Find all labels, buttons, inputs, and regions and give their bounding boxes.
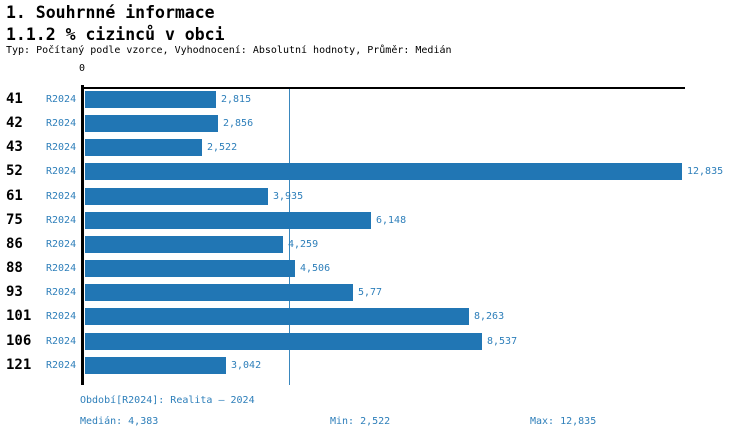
bar-row: 88 R2024 4,506 xyxy=(0,260,750,278)
value-bar xyxy=(85,332,482,350)
row-series-label: R2024 xyxy=(46,238,77,250)
indicator-subtitle: Typ: Počítaný podle vzorce, Vyhodnocení:… xyxy=(6,45,452,56)
report-title: 1. Souhrnné informace xyxy=(6,3,215,22)
bar-row: 121 R2024 3,042 xyxy=(0,356,750,374)
bar-value-label: 8,263 xyxy=(474,311,505,323)
row-series-label: R2024 xyxy=(46,190,77,202)
row-category-label: 61 xyxy=(6,187,23,204)
bar-row: 106 R2024 8,537 xyxy=(0,332,750,350)
bar-row: 86 R2024 4,259 xyxy=(0,235,750,253)
bar-value-label: 3,042 xyxy=(231,359,262,371)
footer-period-label: Období[R2024]: Realita – 2024 xyxy=(80,395,255,406)
y-axis-line xyxy=(81,85,84,385)
row-category-label: 43 xyxy=(6,139,23,156)
bar-row: 42 R2024 2,856 xyxy=(0,115,750,133)
row-series-label: R2024 xyxy=(46,166,77,178)
bar-value-label: 2,856 xyxy=(223,118,254,130)
row-series-label: R2024 xyxy=(46,335,77,347)
row-category-label: 88 xyxy=(6,260,23,277)
row-category-label: 106 xyxy=(6,332,32,349)
value-bar xyxy=(85,211,371,229)
bar-value-label: 4,506 xyxy=(300,263,331,275)
row-category-label: 86 xyxy=(6,235,23,252)
bar-value-label: 5,77 xyxy=(358,287,383,299)
x-axis-zero-tick-label: 0 xyxy=(79,63,86,74)
x-axis-line xyxy=(84,87,685,89)
indicator-title: 1.1.2 % cizinců v obci xyxy=(6,25,225,44)
value-bar xyxy=(85,260,295,278)
bar-row: 93 R2024 5,77 xyxy=(0,284,750,302)
row-category-label: 41 xyxy=(6,91,23,107)
row-category-label: 101 xyxy=(6,308,32,325)
value-bar xyxy=(85,284,353,302)
bar-value-label: 2,815 xyxy=(221,94,252,105)
row-category-label: 121 xyxy=(6,356,32,373)
row-series-label: R2024 xyxy=(46,359,77,371)
footer-median-label: Medián: 4,383 xyxy=(80,416,159,427)
row-series-label: R2024 xyxy=(46,214,77,226)
row-category-label: 75 xyxy=(6,211,23,228)
row-series-label: R2024 xyxy=(46,287,77,299)
bar-row: 52 R2024 12,835 xyxy=(0,163,750,181)
bar-value-label: 3,935 xyxy=(273,190,304,202)
bar-value-label: 12,835 xyxy=(687,166,724,178)
median-reference-line xyxy=(289,89,290,385)
row-category-label: 93 xyxy=(6,284,23,301)
row-category-label: 42 xyxy=(6,115,23,132)
footer-min-label: Min: 2,522 xyxy=(330,416,391,427)
bar-row: 41 R2024 2,815 xyxy=(0,91,750,108)
row-series-label: R2024 xyxy=(46,142,77,154)
bar-value-label: 4,259 xyxy=(288,238,319,250)
value-bar xyxy=(85,187,268,205)
bar-row: 75 R2024 6,148 xyxy=(0,211,750,229)
row-series-label: R2024 xyxy=(46,118,77,130)
value-bar xyxy=(85,115,218,133)
bar-value-label: 8,537 xyxy=(487,335,518,347)
row-series-label: R2024 xyxy=(46,94,77,105)
bar-row: 43 R2024 2,522 xyxy=(0,139,750,157)
bar-value-label: 6,148 xyxy=(376,214,407,226)
value-bar xyxy=(85,91,216,108)
row-series-label: R2024 xyxy=(46,263,77,275)
bar-row: 101 R2024 8,263 xyxy=(0,308,750,326)
bar-value-label: 2,522 xyxy=(207,142,238,154)
bar-row: 61 R2024 3,935 xyxy=(0,187,750,205)
row-category-label: 52 xyxy=(6,163,23,180)
row-series-label: R2024 xyxy=(46,311,77,323)
footer-max-label: Max: 12,835 xyxy=(530,416,597,427)
value-bar xyxy=(85,139,202,157)
value-bar xyxy=(85,163,682,181)
value-bar xyxy=(85,308,469,326)
value-bar xyxy=(85,235,283,253)
value-bar xyxy=(85,356,226,374)
